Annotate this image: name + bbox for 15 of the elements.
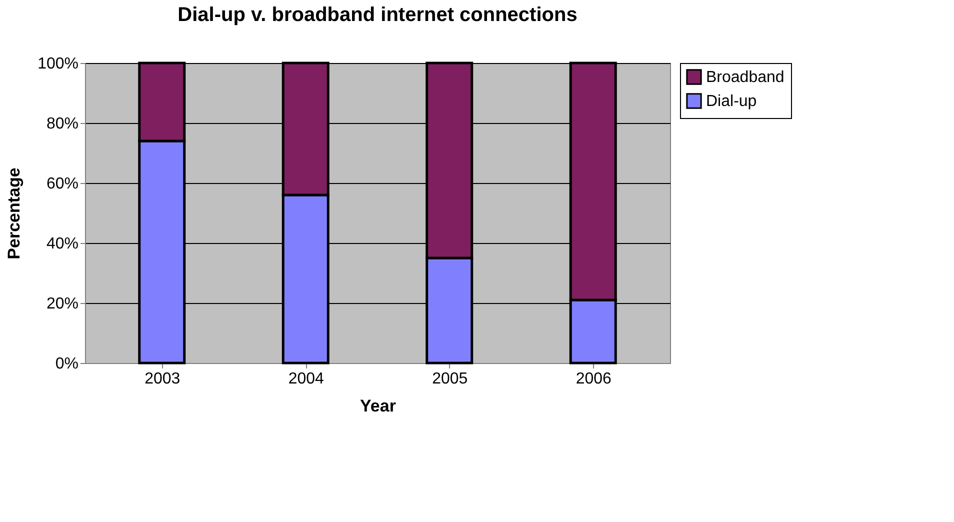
x-tick-label: 2005 <box>432 370 468 388</box>
y-axis-title: Percentage <box>4 168 24 260</box>
y-tick-label: 40% <box>46 236 78 252</box>
x-axis-title: Year <box>360 396 396 416</box>
x-tick-label: 2006 <box>576 370 612 388</box>
y-tick-label: 20% <box>46 296 78 312</box>
chart-title: Dial-up v. broadband internet connections <box>178 4 578 26</box>
x-tick-label: 2003 <box>144 370 180 388</box>
legend-label: Broadband <box>706 69 784 86</box>
y-tick-label: 60% <box>46 176 78 192</box>
y-tick-label: 100% <box>38 56 78 72</box>
legend-label: Dial-up <box>706 93 757 110</box>
y-tick-label: 0% <box>55 356 78 372</box>
x-tick-label: 2004 <box>288 370 324 388</box>
y-tick-label: 80% <box>46 116 78 132</box>
